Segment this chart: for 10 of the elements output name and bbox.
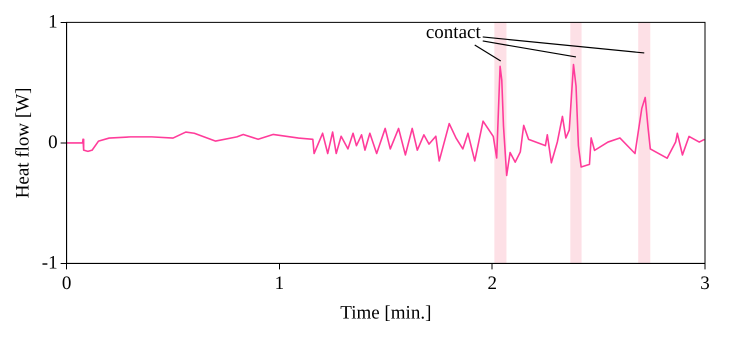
x-tick-label: 2 [487, 272, 497, 294]
x-tick-label: 1 [274, 272, 284, 294]
x-tick-label: 3 [700, 272, 710, 294]
y-tick-label: -1 [42, 252, 58, 274]
annotation: contact [426, 22, 482, 43]
x-axis-title: Time [min.] [340, 302, 432, 324]
y-tick-label: 0 [48, 132, 58, 153]
y-tick-label: 1 [48, 11, 58, 32]
x-tick-label: 0 [62, 272, 72, 294]
y-axis-title: Heat flow [W] [12, 88, 34, 198]
